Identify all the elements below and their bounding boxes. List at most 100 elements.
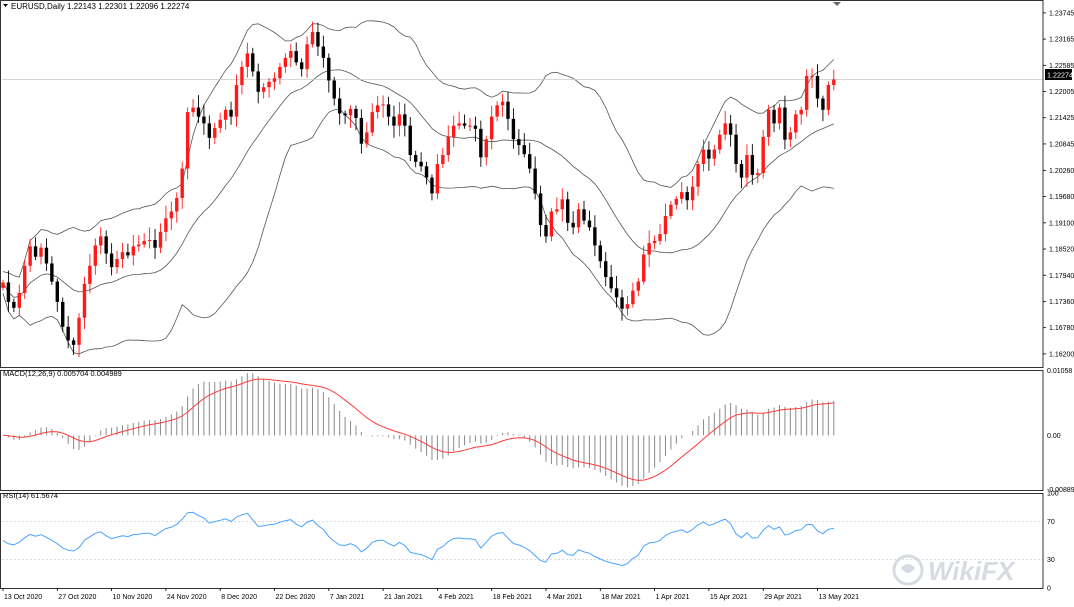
candle-body	[479, 128, 483, 158]
price-tick-label: 1.18520	[1049, 247, 1074, 254]
candle-body	[446, 136, 450, 156]
candle-body	[137, 244, 141, 247]
price-tick-label: 1.17940	[1049, 273, 1074, 280]
candle	[804, 69, 809, 117]
candle-body	[571, 222, 575, 228]
candle-body	[213, 127, 217, 138]
candle-body	[278, 66, 282, 79]
time-tick-label: 22 Dec 2020	[276, 594, 316, 601]
candle-body	[647, 243, 651, 255]
macd-tick-label: -0.008894	[1047, 487, 1074, 494]
candle	[321, 35, 326, 68]
candle	[386, 96, 391, 126]
rsi-panel[interactable]: 100 70 30 0	[2, 491, 1059, 593]
candle	[517, 129, 521, 156]
candle	[479, 120, 483, 167]
candle	[207, 115, 212, 149]
candle-body	[766, 109, 771, 137]
rsi-label: RSI(14) 61.5674	[3, 491, 58, 500]
candle	[528, 142, 532, 174]
rsi-tick-label: 30	[1047, 557, 1055, 564]
candle-body	[723, 123, 727, 135]
macd-signal-line	[2, 378, 834, 481]
price-tick-label: 1.23165	[1049, 37, 1074, 44]
candle	[202, 104, 206, 135]
candle-body	[158, 231, 163, 248]
candle	[381, 95, 385, 118]
candle	[587, 210, 592, 231]
candle-body	[484, 139, 488, 158]
candle	[424, 161, 429, 185]
candle	[614, 276, 619, 308]
candle	[642, 245, 646, 285]
candle-body	[517, 139, 521, 146]
candle-body	[804, 75, 809, 110]
candle	[544, 215, 548, 243]
candle-body	[289, 51, 293, 58]
candle-body	[788, 132, 793, 140]
candle	[430, 174, 434, 201]
candle	[604, 252, 608, 287]
candle-body	[202, 116, 206, 124]
candle	[1, 279, 5, 291]
candle-body	[761, 136, 765, 174]
candle	[392, 105, 396, 138]
candle	[61, 297, 65, 332]
price-tick-label: 1.19100	[1049, 220, 1074, 227]
candle	[441, 148, 445, 169]
price-tick-label: 1.20845	[1049, 141, 1074, 148]
candle	[506, 91, 510, 131]
candle	[462, 114, 467, 129]
candle	[625, 296, 630, 316]
candle-body	[680, 192, 684, 199]
candle-body	[728, 123, 733, 135]
candle	[66, 315, 70, 349]
candle-body	[120, 252, 125, 259]
candle-body	[321, 46, 326, 58]
candle-body	[522, 145, 526, 155]
price-tick-label: 1.20260	[1049, 168, 1074, 175]
candle-body	[707, 149, 711, 159]
candle	[240, 61, 244, 95]
candle	[777, 103, 782, 130]
candle-body	[549, 211, 554, 237]
candle	[810, 68, 814, 89]
candle	[88, 253, 92, 294]
candle-body	[256, 71, 260, 92]
candle	[419, 152, 423, 172]
candle-body	[734, 134, 738, 165]
candle-body	[598, 245, 602, 262]
candle-body	[794, 114, 798, 133]
candle	[299, 58, 304, 77]
candle-body	[240, 66, 244, 85]
candle	[799, 106, 803, 125]
candle	[723, 110, 727, 141]
macd-panel[interactable]: 0.01058 0.00 -0.008894	[2, 368, 1074, 494]
candle-body	[33, 246, 38, 257]
candle-body	[381, 104, 385, 106]
candle-body	[506, 101, 510, 119]
candle-body	[712, 149, 717, 159]
candle-body	[457, 123, 461, 126]
candle	[375, 95, 380, 119]
candle	[44, 238, 49, 271]
time-tick-label: 8 Dec 2020	[221, 594, 257, 601]
candle	[403, 103, 407, 137]
candle	[674, 196, 679, 210]
candle-body	[1, 282, 5, 288]
candle-body	[756, 173, 760, 175]
candle	[511, 108, 516, 149]
candle	[267, 77, 271, 98]
candle	[256, 63, 260, 104]
candle-body	[392, 116, 396, 126]
time-tick-label: 15 Apr 2021	[710, 594, 748, 601]
symbol-header: EURUSD,Daily 1.22143 1.22301 1.22096 1.2…	[11, 2, 190, 11]
candle-body	[299, 62, 304, 70]
price-tick-label: 1.22005	[1049, 89, 1074, 96]
price-panel[interactable]: 1.23745 1.23165 1.22585 1.22005 1.21425 1.208…	[1, 10, 1074, 358]
symbol-menu-icon[interactable]	[3, 4, 8, 7]
candle-body	[582, 209, 586, 221]
chart-shift-icon[interactable]	[833, 2, 841, 6]
candle	[745, 144, 749, 187]
